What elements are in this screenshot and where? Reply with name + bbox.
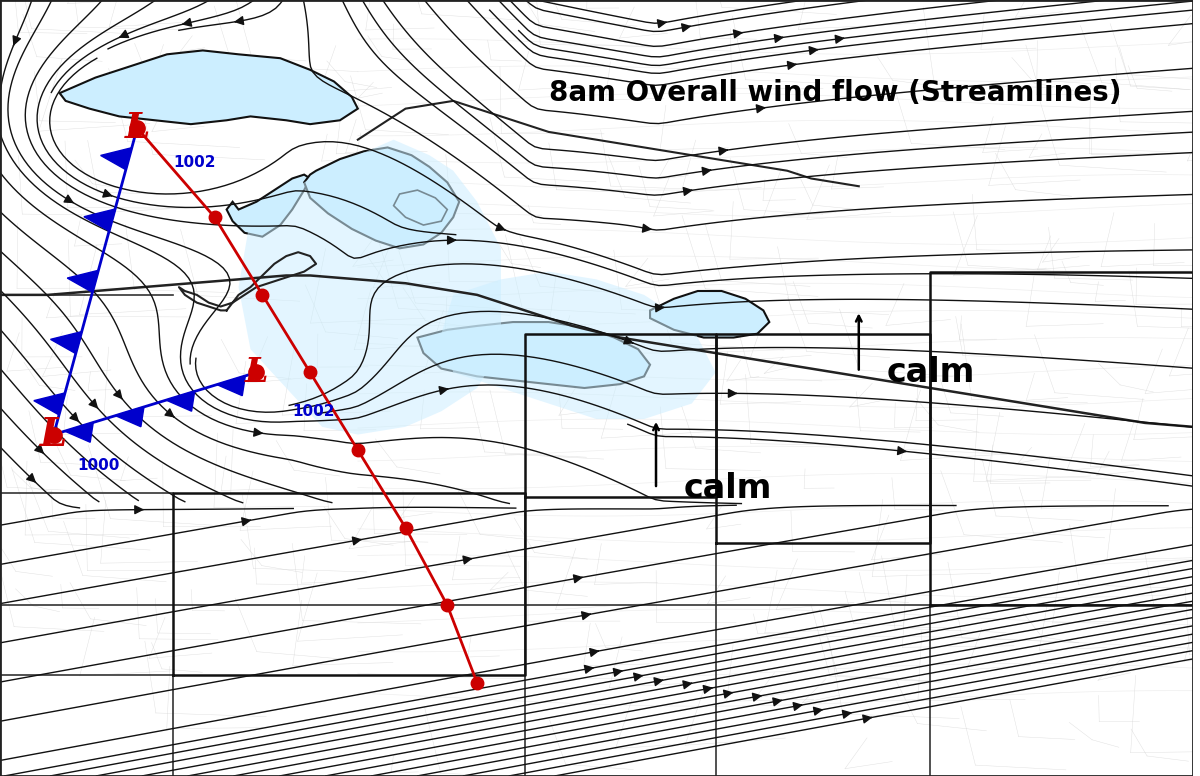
FancyArrowPatch shape (103, 189, 112, 197)
FancyArrowPatch shape (787, 61, 796, 69)
FancyArrowPatch shape (835, 36, 844, 43)
Polygon shape (65, 422, 94, 442)
FancyArrowPatch shape (756, 105, 764, 113)
Polygon shape (650, 291, 769, 338)
FancyArrowPatch shape (724, 690, 732, 698)
Polygon shape (442, 272, 715, 419)
FancyArrowPatch shape (752, 693, 761, 701)
Text: L: L (125, 111, 150, 145)
FancyArrowPatch shape (584, 666, 593, 673)
FancyArrowPatch shape (134, 506, 143, 514)
Text: 1002: 1002 (293, 404, 335, 419)
FancyArrowPatch shape (683, 188, 692, 196)
FancyArrowPatch shape (728, 390, 737, 397)
FancyArrowPatch shape (898, 447, 906, 455)
Polygon shape (418, 322, 650, 388)
FancyArrowPatch shape (64, 196, 73, 203)
FancyArrowPatch shape (793, 703, 802, 710)
FancyArrowPatch shape (114, 390, 122, 399)
Text: 8am Overall wind flow (Streamlines): 8am Overall wind flow (Streamlines) (548, 79, 1121, 107)
FancyArrowPatch shape (463, 556, 472, 564)
FancyArrowPatch shape (703, 685, 712, 693)
FancyArrowPatch shape (70, 413, 79, 422)
FancyArrowPatch shape (655, 304, 664, 312)
Polygon shape (239, 140, 500, 435)
FancyArrowPatch shape (582, 611, 590, 619)
FancyArrowPatch shape (863, 715, 871, 722)
Polygon shape (67, 270, 98, 293)
Polygon shape (34, 393, 65, 415)
FancyArrowPatch shape (809, 47, 817, 54)
FancyArrowPatch shape (119, 30, 128, 37)
Polygon shape (217, 376, 245, 396)
FancyArrowPatch shape (842, 711, 851, 718)
FancyArrowPatch shape (814, 708, 822, 715)
Text: calm: calm (683, 473, 772, 505)
FancyArrowPatch shape (733, 30, 742, 38)
FancyArrowPatch shape (774, 35, 782, 43)
Text: L: L (245, 356, 268, 389)
FancyArrowPatch shape (13, 36, 20, 46)
FancyArrowPatch shape (35, 445, 44, 454)
FancyArrowPatch shape (241, 518, 251, 525)
FancyArrowPatch shape (89, 400, 98, 408)
Polygon shape (50, 331, 82, 354)
FancyArrowPatch shape (574, 575, 582, 583)
Text: L: L (40, 416, 67, 453)
Text: 1002: 1002 (173, 155, 216, 171)
FancyArrowPatch shape (683, 681, 691, 688)
Polygon shape (84, 209, 115, 231)
FancyArrowPatch shape (353, 537, 361, 545)
Polygon shape (394, 190, 448, 225)
FancyArrowPatch shape (773, 698, 781, 705)
Text: 1000: 1000 (78, 458, 120, 473)
FancyArrowPatch shape (235, 17, 244, 24)
FancyArrowPatch shape (624, 337, 632, 344)
Text: calm: calm (886, 356, 974, 389)
FancyArrowPatch shape (182, 19, 192, 26)
Polygon shape (166, 391, 194, 411)
FancyArrowPatch shape (719, 147, 727, 155)
FancyArrowPatch shape (496, 223, 505, 230)
FancyArrowPatch shape (26, 473, 36, 483)
Polygon shape (115, 407, 144, 427)
Polygon shape (304, 147, 460, 248)
FancyArrowPatch shape (589, 649, 599, 656)
FancyArrowPatch shape (658, 20, 666, 27)
Polygon shape (227, 175, 310, 237)
FancyArrowPatch shape (253, 428, 263, 436)
FancyArrowPatch shape (634, 674, 642, 681)
FancyArrowPatch shape (50, 426, 60, 435)
FancyArrowPatch shape (166, 409, 174, 417)
FancyArrowPatch shape (702, 168, 710, 175)
Polygon shape (60, 50, 358, 124)
FancyArrowPatch shape (448, 236, 456, 244)
FancyArrowPatch shape (682, 24, 690, 32)
FancyArrowPatch shape (439, 386, 448, 394)
Polygon shape (101, 147, 132, 170)
FancyArrowPatch shape (642, 224, 652, 232)
FancyArrowPatch shape (654, 678, 662, 685)
FancyArrowPatch shape (613, 669, 622, 676)
